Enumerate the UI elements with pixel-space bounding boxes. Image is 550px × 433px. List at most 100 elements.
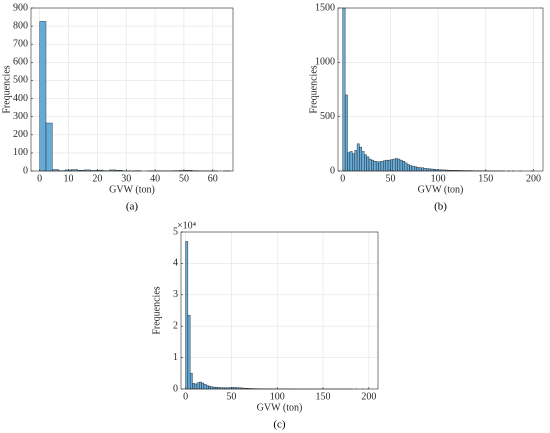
bar xyxy=(366,156,370,172)
x-tick-label: 10 xyxy=(64,173,74,184)
x-tick-label: 200 xyxy=(526,173,541,184)
bar xyxy=(395,158,398,172)
y-tick-label: 1000 xyxy=(315,57,335,68)
plot-frame xyxy=(30,7,234,172)
bar xyxy=(383,160,386,172)
bar xyxy=(354,150,358,172)
bar xyxy=(406,164,410,172)
y-tick-label: 800 xyxy=(13,20,28,31)
y-tick-label: 500 xyxy=(320,111,335,122)
y-tick-label: 2 xyxy=(173,320,178,331)
y-tick-label: 5 xyxy=(173,226,178,237)
bar xyxy=(352,153,355,172)
bar xyxy=(373,161,377,172)
bar xyxy=(409,165,413,172)
bar xyxy=(378,161,382,172)
bar xyxy=(380,161,384,172)
y-tick-label: 500 xyxy=(13,75,28,86)
bar xyxy=(199,381,202,390)
bar xyxy=(361,151,365,172)
bar xyxy=(196,382,200,390)
bar xyxy=(387,159,391,172)
y-tick-label: 400 xyxy=(13,93,28,104)
y-axis-label: Frequencies xyxy=(1,65,12,113)
bar xyxy=(187,315,191,390)
caption: (c) xyxy=(273,419,286,431)
x-tick-label: 20 xyxy=(92,173,102,184)
y-tick-label: 1500 xyxy=(315,2,335,13)
x-tick-label: 200 xyxy=(361,391,376,402)
bar xyxy=(399,159,403,172)
bar xyxy=(45,122,53,172)
x-tick-label: 30 xyxy=(121,173,131,184)
histogram-panel: 0 50 100 150 200 0 500 1000 1500 GVW (ton) Frequen… xyxy=(308,2,544,213)
bar xyxy=(414,166,417,172)
bar xyxy=(421,167,425,172)
bar xyxy=(418,167,422,172)
x-tick-label: 0 xyxy=(37,173,42,184)
caption: (a) xyxy=(126,201,139,213)
bar xyxy=(205,385,209,390)
bar xyxy=(385,159,389,172)
x-tick-label: 100 xyxy=(270,391,285,402)
bar xyxy=(347,152,351,172)
bar xyxy=(359,146,363,172)
bar xyxy=(192,383,195,390)
y-tick-label: 300 xyxy=(13,111,28,122)
bar xyxy=(344,94,348,172)
bar xyxy=(402,161,405,172)
y-tick-label: 3 xyxy=(173,289,178,300)
bar xyxy=(201,382,205,390)
x-axis-label: GVW (ton) xyxy=(257,402,303,413)
x-tick-label: 0 xyxy=(340,173,345,184)
bar xyxy=(392,158,396,172)
bar xyxy=(189,373,193,390)
y-tick-label: 4 xyxy=(173,258,178,269)
x-tick-label: 0 xyxy=(183,391,188,402)
x-tick-label: 50 xyxy=(385,173,395,184)
bar xyxy=(425,168,429,172)
caption: (b) xyxy=(434,201,447,213)
x-tick-label: 150 xyxy=(316,391,331,402)
bar xyxy=(208,385,211,390)
x-tick-label: 100 xyxy=(431,173,446,184)
y-tick-label: 700 xyxy=(13,39,28,50)
y-tick-label: 900 xyxy=(13,2,28,13)
bar xyxy=(39,21,47,172)
bar xyxy=(194,383,198,390)
x-axis-label: GVW (ton) xyxy=(418,184,464,195)
bar xyxy=(423,168,427,172)
y-tick-label: 100 xyxy=(13,147,28,158)
histogram-panel: 0 10 20 30 40 50 60010020030040050060070080090… xyxy=(1,2,234,213)
bar xyxy=(397,158,401,172)
y-axis-label: Frequencies xyxy=(308,65,319,113)
bar xyxy=(203,384,207,390)
x-tick-label: 60 xyxy=(208,173,218,184)
x-axis-label: GVW (ton) xyxy=(109,184,155,195)
x-tick-label: 50 xyxy=(226,391,236,402)
x-tick-label: 150 xyxy=(478,173,493,184)
y-tick-label: 1 xyxy=(173,352,178,363)
bar xyxy=(428,168,432,172)
y-tick-label: 0 xyxy=(23,165,28,176)
bar xyxy=(349,151,353,172)
x-tick-label: 40 xyxy=(150,173,160,184)
y-tick-label: 200 xyxy=(13,129,28,140)
y-tick-label: 0 xyxy=(330,165,335,176)
bar xyxy=(364,154,367,172)
bar xyxy=(185,241,189,390)
bar xyxy=(356,143,360,172)
y-tick-label: 600 xyxy=(13,57,28,68)
plot-frame xyxy=(180,231,379,390)
bar xyxy=(411,165,415,172)
histogram-panel: 0 50 100 150 200 0 1 2 3 4 5 GVW (ton) Frequencies ×1… xyxy=(151,220,379,431)
bar xyxy=(371,159,374,172)
y-tick-label: 0 xyxy=(173,383,178,394)
y-axis-label: Frequencies xyxy=(151,286,162,334)
plot-frame xyxy=(337,7,544,172)
bar xyxy=(404,162,408,172)
bar xyxy=(368,158,372,172)
bar xyxy=(210,386,214,390)
bar xyxy=(375,161,379,172)
